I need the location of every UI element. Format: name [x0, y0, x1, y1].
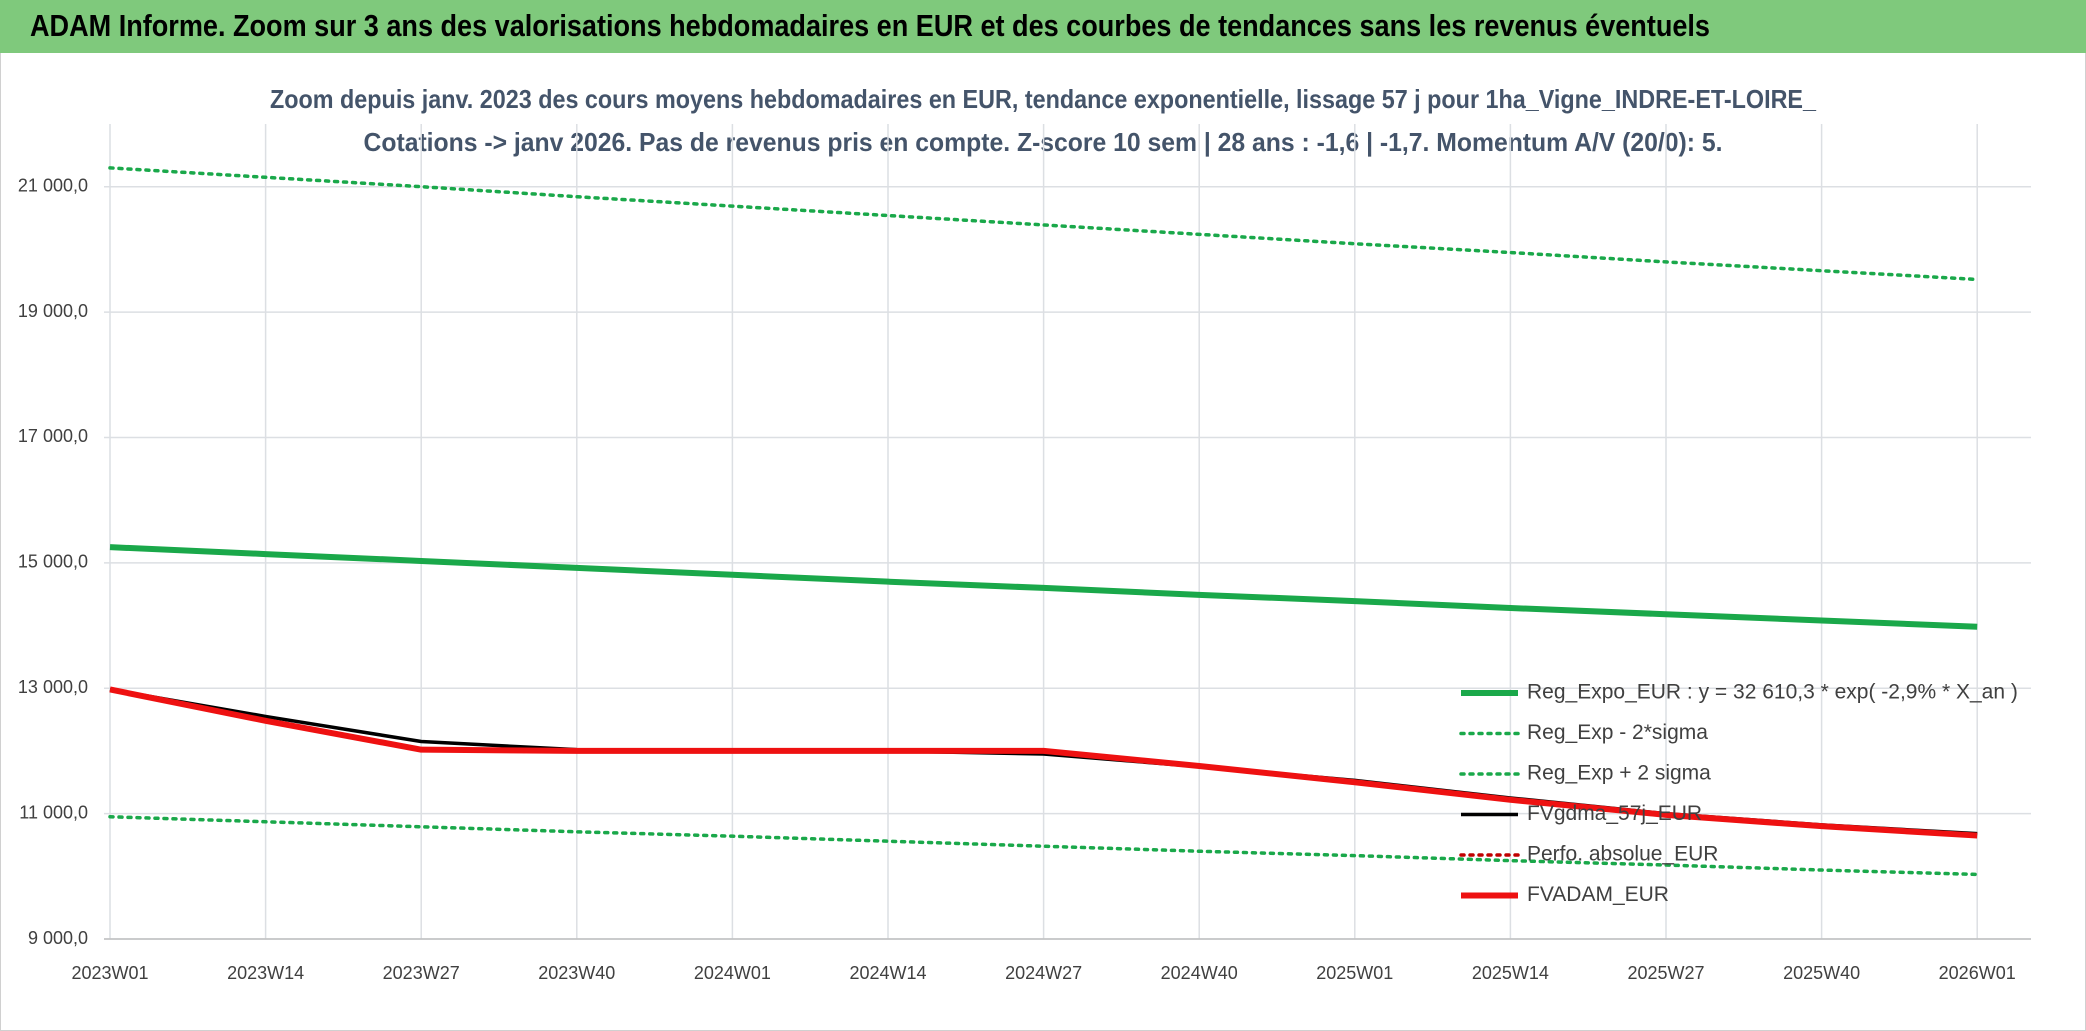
legend-label: Reg_Expo_EUR : y = 32 610,3 * exp( -2,9%… — [1527, 681, 2018, 704]
x-tick-label: 2025W01 — [1316, 963, 1393, 983]
legend-label: Perfo. absolue_EUR — [1527, 843, 1718, 866]
x-tick-label: 2024W40 — [1161, 963, 1238, 983]
y-tick-label: 13 000,0 — [18, 677, 88, 697]
header-bar — [0, 0, 2086, 53]
series-line — [108, 815, 1979, 877]
x-tick-label: 2025W27 — [1627, 963, 1704, 983]
x-tick-label: 2024W27 — [1005, 963, 1082, 983]
y-tick-label: 21 000,0 — [18, 175, 88, 195]
x-tick-label: 2023W01 — [71, 963, 148, 983]
x-tick-label: 2026W01 — [1939, 963, 2016, 983]
x-tick-label: 2023W27 — [383, 963, 460, 983]
y-tick-label: 11 000,0 — [19, 802, 88, 822]
x-tick-label: 2025W40 — [1783, 963, 1860, 983]
x-tick-label: 2024W01 — [694, 963, 771, 983]
y-tick-label: 15 000,0 — [18, 552, 88, 572]
y-tick-label: 9 000,0 — [28, 928, 88, 948]
legend-label: Reg_Exp - 2*sigma — [1527, 721, 1708, 744]
header-title: ADAM Informe. Zoom sur 3 ans des valoris… — [30, 8, 1710, 43]
series-line — [108, 166, 1979, 282]
series-line — [109, 544, 1978, 630]
y-tick-label: 17 000,0 — [18, 426, 88, 446]
chart-title: Zoom depuis janv. 2023 des cours moyens … — [270, 84, 1816, 114]
x-tick-label: 2023W14 — [227, 963, 304, 983]
legend-label: Reg_Exp + 2 sigma — [1527, 762, 1711, 785]
x-tick-label: 2023W40 — [538, 963, 615, 983]
legend-label: FVADAM_EUR — [1527, 883, 1669, 906]
x-tick-label: 2025W14 — [1472, 963, 1549, 983]
legend-label: FVgdma_57j_EUR — [1527, 802, 1702, 825]
x-tick-label: 2024W14 — [849, 963, 926, 983]
series-line — [109, 686, 1978, 839]
y-tick-label: 19 000,0 — [18, 301, 88, 321]
